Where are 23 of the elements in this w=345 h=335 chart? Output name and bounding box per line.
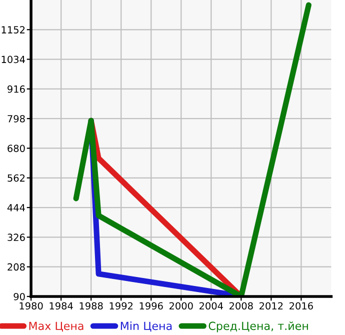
x-tick-label: 2004 <box>199 302 223 310</box>
legend-label: Сред.Цена, т.йен <box>208 322 308 332</box>
y-tick-label: 1152 <box>2 26 25 34</box>
y-tick-label: 90 <box>14 292 25 300</box>
y-tick-label: 916 <box>8 85 25 93</box>
y-tick-label: 444 <box>7 204 25 212</box>
legend-label: Max Цена <box>29 322 84 332</box>
y-tick-label: 798 <box>8 115 25 122</box>
y-tick-label: 326 <box>8 234 25 242</box>
x-tick-label: 2008 <box>229 302 253 310</box>
x-tick-label: 1984 <box>50 302 73 310</box>
y-tick-label: 680 <box>8 144 25 152</box>
legend-label: Min Цена <box>120 321 172 332</box>
x-tick-label: 1988 <box>80 302 103 310</box>
x-tick-label: 2016 <box>290 302 313 310</box>
x-tick-label: 2012 <box>260 302 283 310</box>
x-tick-label: 1996 <box>140 302 163 310</box>
y-tick-label: 562 <box>8 174 25 182</box>
y-tick-label: 1034 <box>2 56 25 64</box>
x-tick-label: 1980 <box>20 302 43 310</box>
y-tick-label: 208 <box>8 263 25 271</box>
x-tick-label: 2000 <box>169 302 193 310</box>
x-tick-label: 1992 <box>110 302 132 310</box>
